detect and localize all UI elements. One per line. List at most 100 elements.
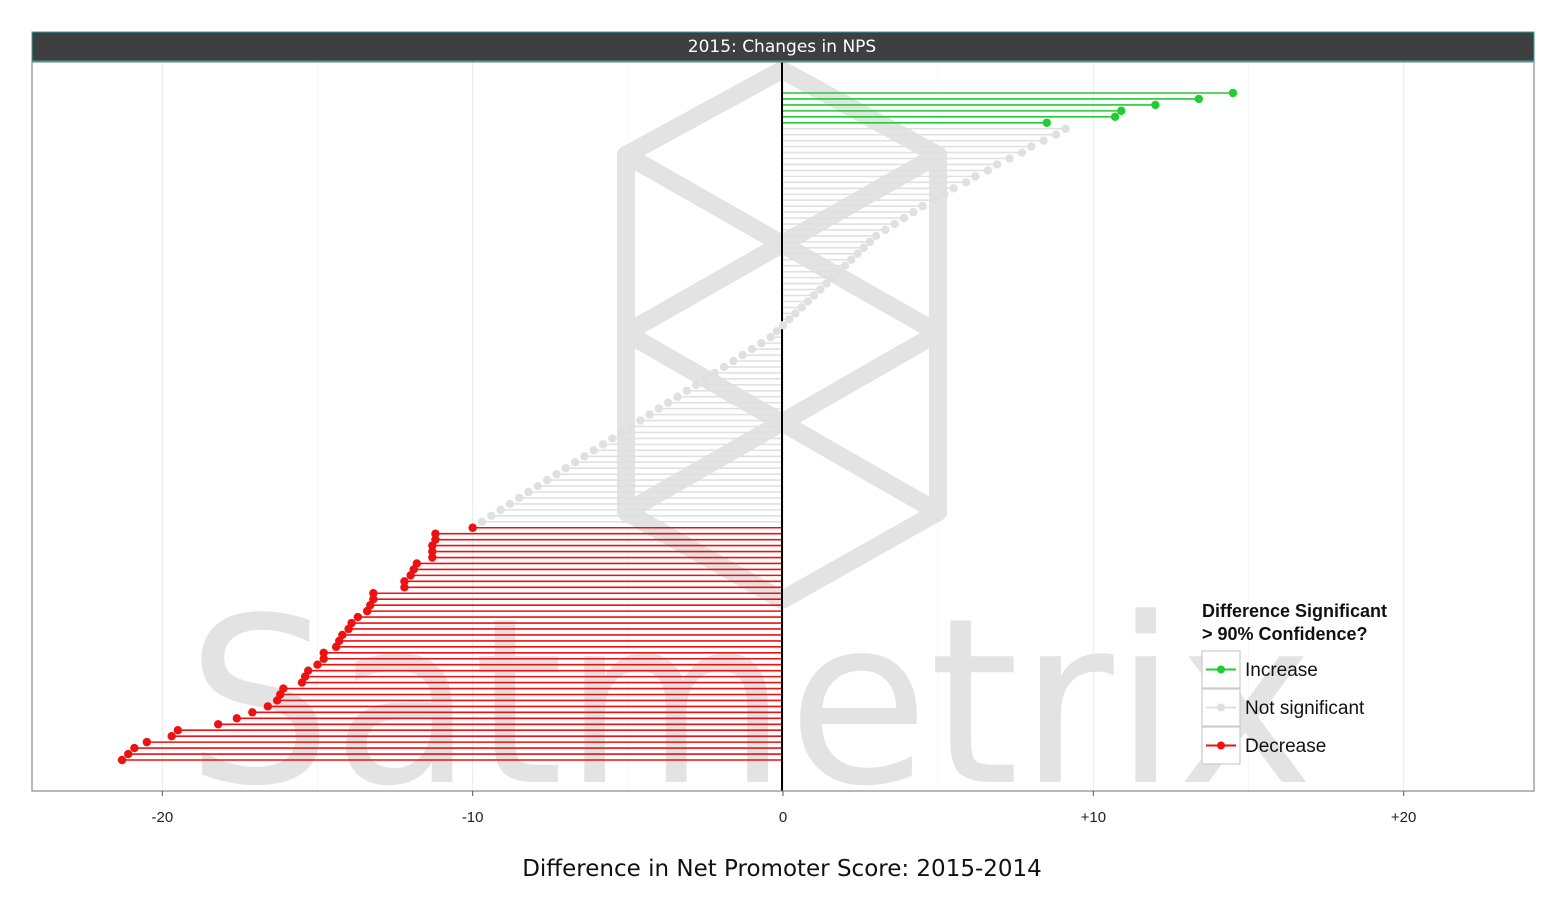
point-not-significant <box>570 458 580 467</box>
point-not-significant <box>971 172 980 181</box>
point-not-significant <box>524 487 533 497</box>
legend-title-line-1: Difference Significant <box>1202 601 1387 621</box>
point-decrease <box>428 547 437 556</box>
point-not-significant <box>598 440 608 449</box>
point-not-significant <box>803 297 813 306</box>
point-not-significant <box>809 291 819 300</box>
facet-strip-title: 2015: Changes in NPS <box>688 37 876 57</box>
point-not-significant <box>853 249 862 258</box>
point-not-significant <box>940 190 949 199</box>
legend-label: Decrease <box>1245 736 1326 757</box>
point-decrease <box>319 654 328 663</box>
x-tick-label: +20 <box>1391 809 1416 826</box>
point-decrease <box>400 583 409 592</box>
point-not-significant <box>1039 136 1048 145</box>
point-not-significant <box>840 261 850 270</box>
x-tick-label: +10 <box>1081 809 1106 826</box>
point-not-significant <box>701 374 710 384</box>
point-not-significant <box>847 255 856 264</box>
legend: Difference Significant > 90% Confidence?… <box>1201 601 1387 765</box>
point-not-significant <box>487 511 496 521</box>
x-tick-label: -10 <box>462 809 484 826</box>
point-not-significant <box>663 398 673 407</box>
legend-label: Not significant <box>1245 698 1365 719</box>
point-not-significant <box>785 315 794 324</box>
legend-key-point <box>1217 741 1225 750</box>
point-not-significant <box>738 350 747 360</box>
point-decrease <box>313 660 322 669</box>
point-decrease <box>297 678 307 687</box>
point-not-significant <box>729 356 738 366</box>
point-not-significant <box>930 195 940 205</box>
point-increase <box>1228 88 1238 98</box>
point-not-significant <box>515 493 524 503</box>
point-not-significant <box>791 309 800 318</box>
point-not-significant <box>1061 124 1070 133</box>
point-not-significant <box>865 237 875 247</box>
point-not-significant <box>757 338 766 348</box>
lollipop-points <box>117 88 1238 765</box>
legend-label: Increase <box>1245 660 1318 681</box>
point-decrease <box>173 726 183 735</box>
point-decrease <box>344 624 353 634</box>
point-decrease <box>232 714 242 723</box>
point-decrease <box>142 737 152 747</box>
lollipop-stems <box>121 92 1233 761</box>
x-tick-label: 0 <box>779 809 787 826</box>
point-decrease <box>263 702 273 711</box>
point-not-significant <box>859 243 868 253</box>
point-increase <box>1117 106 1126 116</box>
point-not-significant <box>561 463 570 473</box>
point-not-significant <box>881 225 890 235</box>
point-increase <box>1194 94 1204 104</box>
watermark-text: Satmetrix <box>186 570 1313 837</box>
point-decrease <box>400 577 409 586</box>
point-not-significant <box>1017 148 1027 157</box>
point-not-significant <box>580 452 589 461</box>
point-decrease <box>331 642 341 652</box>
point-not-significant <box>617 428 626 437</box>
point-decrease <box>130 743 139 753</box>
point-not-significant <box>626 422 636 431</box>
point-increase <box>1042 118 1051 127</box>
point-not-significant <box>961 178 971 187</box>
point-decrease <box>428 541 437 550</box>
point-decrease <box>353 612 363 622</box>
point-not-significant <box>992 160 1002 169</box>
point-not-significant <box>797 303 806 312</box>
point-not-significant <box>899 213 909 223</box>
point-decrease <box>362 606 372 616</box>
point-decrease <box>272 696 282 705</box>
point-not-significant <box>772 327 781 336</box>
point-decrease <box>213 720 223 729</box>
point-not-significant <box>719 362 729 372</box>
point-not-significant <box>608 434 617 443</box>
x-tick-label: -20 <box>151 809 173 826</box>
point-not-significant <box>1051 130 1061 139</box>
point-decrease <box>167 731 176 741</box>
point-decrease <box>117 755 127 765</box>
point-not-significant <box>778 321 788 330</box>
point-not-significant <box>909 207 918 217</box>
point-not-significant <box>834 267 844 276</box>
point-increase <box>1151 100 1160 110</box>
point-not-significant <box>636 416 645 425</box>
point-not-significant <box>890 219 899 229</box>
legend-key-point <box>1217 665 1225 674</box>
x-axis: -20 -10 0 +10 +20 <box>151 791 1416 826</box>
point-not-significant <box>505 499 515 509</box>
point-not-significant <box>654 404 664 413</box>
point-not-significant <box>949 184 958 193</box>
point-decrease <box>369 589 378 598</box>
point-decrease <box>431 529 440 538</box>
legend-key-point <box>1217 703 1225 712</box>
point-not-significant <box>589 446 598 455</box>
point-not-significant <box>816 285 825 294</box>
point-not-significant <box>496 505 505 515</box>
point-not-significant <box>691 380 701 390</box>
point-decrease <box>428 553 437 562</box>
point-not-significant <box>682 386 691 395</box>
point-not-significant <box>871 231 881 241</box>
facet-strip <box>31 31 1535 62</box>
point-not-significant <box>828 273 837 282</box>
